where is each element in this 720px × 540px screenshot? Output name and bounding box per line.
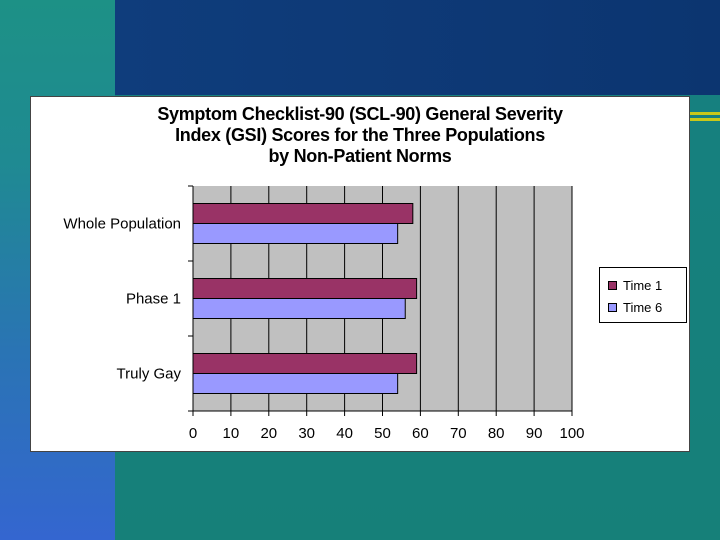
bar	[192, 353, 418, 374]
bar	[192, 298, 406, 319]
chart-svg: Whole Population Phase 1 Truly Gay 0 10 20 30 4…	[63, 185, 585, 442]
legend-swatch-time-1	[608, 281, 617, 290]
bar	[192, 223, 399, 244]
background-top-band	[115, 0, 720, 95]
legend-label-time-1: Time 1	[623, 278, 663, 293]
chart-title-line-2: Index (GSI) Scores for the Three Populat…	[175, 125, 545, 145]
x-tick-label: 80	[488, 425, 505, 442]
x-tick-label: 40	[336, 425, 353, 442]
legend-label-time-6: Time 6	[623, 300, 663, 315]
bar	[192, 203, 414, 224]
x-tick-label: 60	[412, 425, 429, 442]
legend-swatch-time-6	[608, 303, 617, 312]
x-tick-label: 30	[298, 425, 315, 442]
chart-title: Symptom Checklist-90 (SCL-90) General Se…	[31, 104, 689, 167]
chart-legend: Time 1 Time 6	[599, 267, 687, 323]
bar	[192, 278, 418, 299]
chart-title-line-3: by Non-Patient Norms	[268, 146, 452, 166]
legend-item-time-6: Time 6	[608, 300, 662, 315]
category-label: Phase 1	[126, 291, 181, 308]
chart-panel: Symptom Checklist-90 (SCL-90) General Se…	[30, 96, 690, 452]
x-tick-label: 100	[559, 425, 584, 442]
x-tick-label: 20	[260, 425, 277, 442]
x-tick-label: 90	[526, 425, 543, 442]
x-tick-label: 50	[374, 425, 391, 442]
x-tick-label: 70	[450, 425, 467, 442]
category-label: Whole Population	[63, 216, 181, 233]
accent-lines	[690, 112, 720, 126]
category-label: Truly Gay	[117, 366, 182, 383]
bar	[192, 373, 399, 394]
legend-item-time-1: Time 1	[608, 278, 662, 293]
x-tick-label: 0	[189, 425, 197, 442]
x-tick-label: 10	[223, 425, 240, 442]
chart-title-line-1: Symptom Checklist-90 (SCL-90) General Se…	[157, 104, 563, 124]
